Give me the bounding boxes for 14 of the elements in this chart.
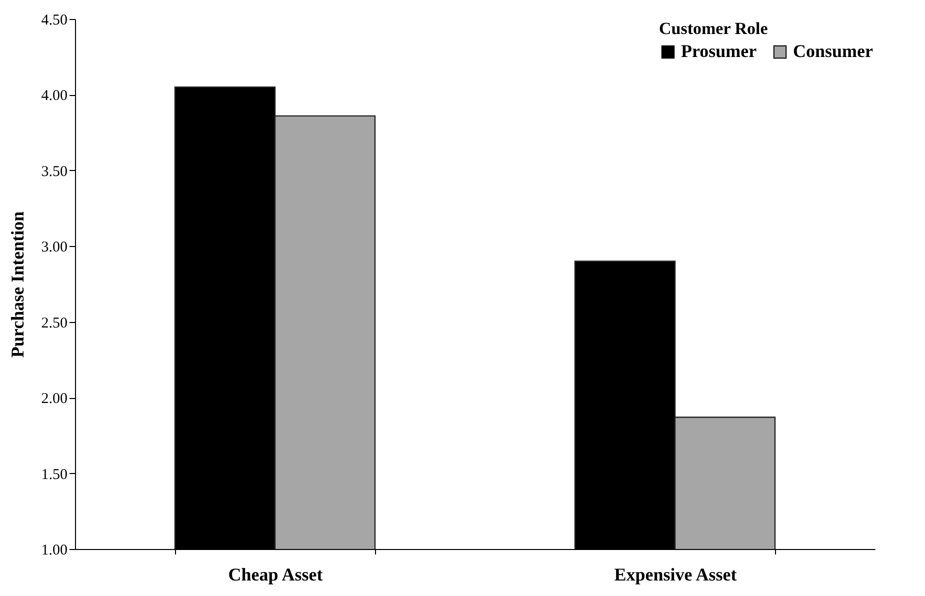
y-tick-label: 4.00 [41, 88, 68, 104]
y-tick-label: 1.50 [41, 466, 68, 483]
y-tick-label: 2.50 [41, 315, 68, 332]
y-axis-title: Purchase Intention [7, 211, 28, 358]
legend-label: Consumer [793, 41, 874, 61]
y-tick-label: 2.00 [41, 391, 68, 408]
x-tick-label: Cheap Asset [228, 564, 323, 584]
legend-title: Customer Role [659, 19, 768, 38]
y-tick-label: 3.50 [41, 164, 68, 180]
x-tick-label: Expensive Asset [614, 564, 737, 584]
y-tick-label: 1.00 [41, 542, 68, 558]
legend-label: Prosumer [681, 41, 757, 61]
y-tick-label: 4.50 [41, 12, 68, 28]
y-tick-label: 3.00 [41, 240, 68, 256]
